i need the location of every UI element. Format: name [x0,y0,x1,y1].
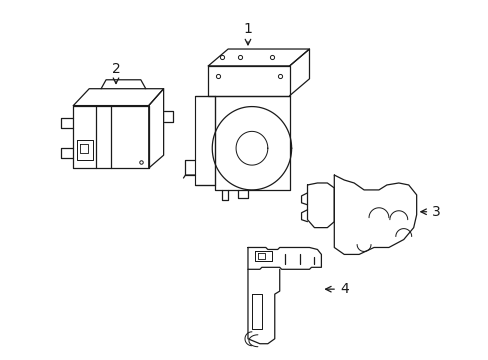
Text: 4: 4 [325,282,348,296]
Text: 1: 1 [243,22,252,45]
Text: 3: 3 [420,205,440,219]
Text: 2: 2 [111,62,120,84]
